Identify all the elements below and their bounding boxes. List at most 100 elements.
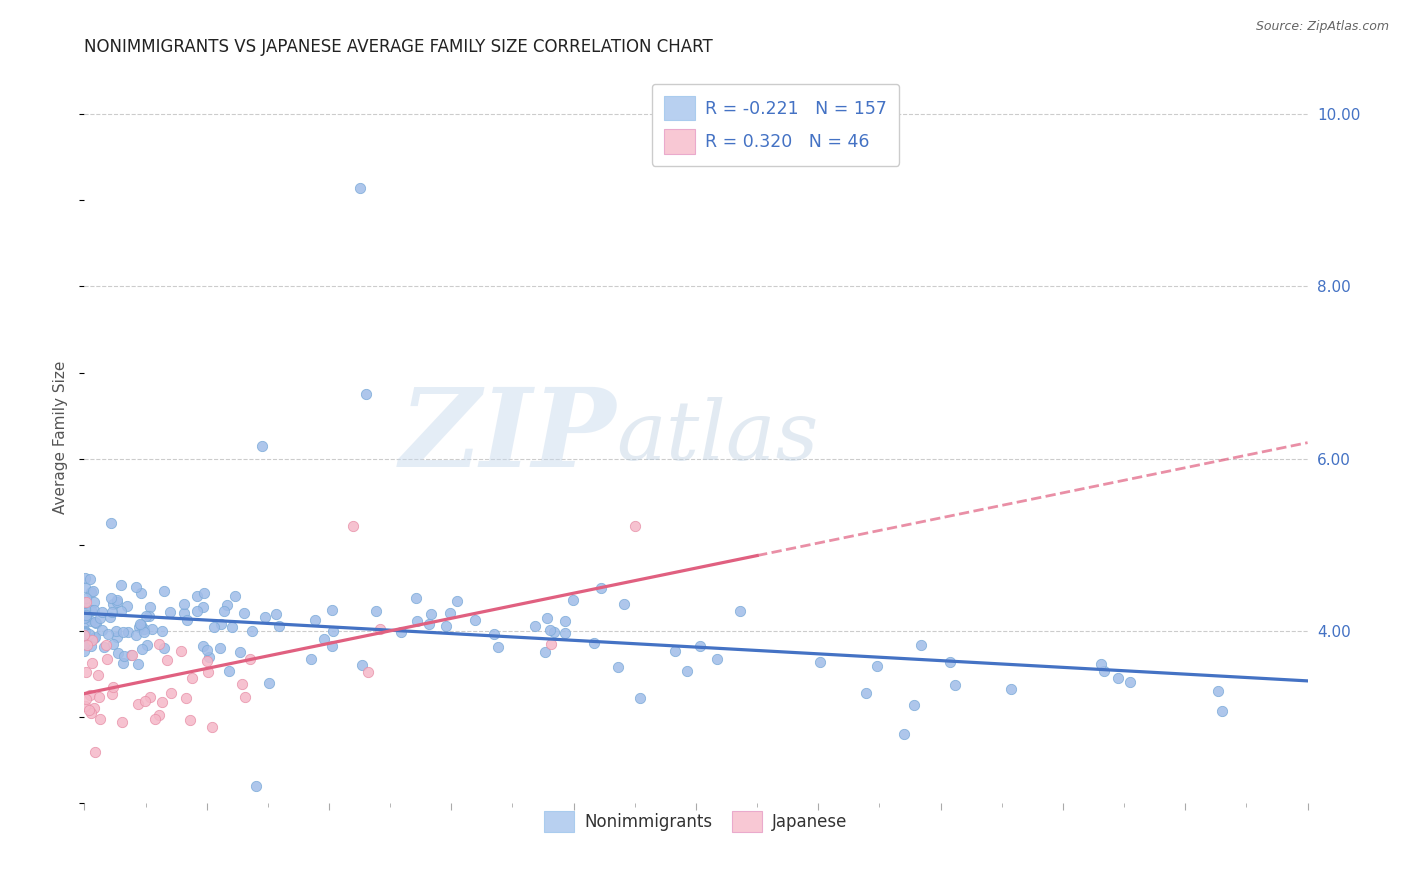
Point bbox=[134, 694, 156, 708]
Point bbox=[321, 602, 343, 616]
Point bbox=[229, 645, 252, 659]
Point bbox=[112, 649, 135, 664]
Point bbox=[212, 604, 235, 618]
Point bbox=[101, 681, 124, 695]
Point bbox=[368, 623, 391, 637]
Point bbox=[82, 633, 104, 648]
Point bbox=[156, 653, 179, 667]
Point bbox=[1094, 664, 1116, 678]
Point bbox=[110, 604, 132, 618]
Point bbox=[1211, 704, 1233, 718]
Point bbox=[77, 627, 100, 641]
Point bbox=[80, 614, 103, 628]
Point bbox=[129, 617, 152, 632]
Point bbox=[136, 638, 159, 652]
Point bbox=[101, 637, 124, 651]
Point bbox=[120, 648, 142, 662]
Point bbox=[354, 387, 377, 401]
Point bbox=[131, 641, 153, 656]
Point bbox=[110, 578, 132, 592]
Point bbox=[76, 632, 98, 647]
Point bbox=[84, 615, 107, 629]
Point bbox=[150, 624, 173, 639]
Point bbox=[134, 625, 156, 640]
Point bbox=[79, 572, 101, 586]
Point bbox=[127, 657, 149, 671]
Point bbox=[562, 593, 585, 607]
Point bbox=[543, 625, 565, 640]
Point bbox=[554, 614, 576, 628]
Point bbox=[75, 638, 97, 652]
Point bbox=[111, 714, 134, 729]
Point bbox=[583, 636, 606, 650]
Point bbox=[434, 618, 457, 632]
Point bbox=[96, 652, 118, 666]
Point bbox=[943, 678, 966, 692]
Point bbox=[482, 627, 505, 641]
Point bbox=[903, 698, 925, 712]
Point bbox=[349, 180, 371, 194]
Point bbox=[129, 616, 152, 631]
Point bbox=[589, 581, 612, 595]
Point bbox=[127, 697, 149, 711]
Point bbox=[253, 610, 276, 624]
Point bbox=[101, 687, 124, 701]
Point bbox=[554, 625, 576, 640]
Point bbox=[524, 619, 547, 633]
Point bbox=[730, 604, 752, 618]
Point bbox=[342, 518, 364, 533]
Point bbox=[83, 603, 105, 617]
Point bbox=[75, 624, 97, 639]
Point bbox=[73, 644, 96, 658]
Point bbox=[125, 627, 148, 641]
Point bbox=[364, 604, 387, 618]
Point bbox=[73, 637, 96, 651]
Point bbox=[218, 665, 240, 679]
Text: NONIMMIGRANTS VS JAPANESE AVERAGE FAMILY SIZE CORRELATION CHART: NONIMMIGRANTS VS JAPANESE AVERAGE FAMILY… bbox=[84, 38, 713, 56]
Point bbox=[153, 640, 176, 655]
Point bbox=[148, 637, 170, 651]
Point bbox=[201, 720, 224, 734]
Point bbox=[195, 654, 218, 668]
Point bbox=[80, 706, 103, 720]
Point bbox=[352, 658, 374, 673]
Point bbox=[486, 640, 509, 654]
Point bbox=[105, 595, 128, 609]
Point bbox=[233, 690, 256, 704]
Point bbox=[664, 644, 686, 658]
Point bbox=[89, 611, 111, 625]
Point bbox=[321, 639, 343, 653]
Text: ZIP: ZIP bbox=[399, 384, 616, 491]
Point bbox=[73, 602, 96, 616]
Point bbox=[176, 613, 198, 627]
Point bbox=[420, 607, 443, 621]
Point bbox=[145, 712, 167, 726]
Point bbox=[83, 595, 105, 609]
Point bbox=[75, 608, 97, 623]
Point bbox=[197, 650, 219, 665]
Point bbox=[105, 624, 128, 638]
Point bbox=[197, 665, 219, 679]
Point bbox=[540, 637, 562, 651]
Point bbox=[808, 655, 831, 669]
Point bbox=[676, 664, 699, 678]
Point bbox=[135, 609, 157, 624]
Point bbox=[267, 619, 290, 633]
Point bbox=[624, 518, 647, 533]
Point bbox=[139, 600, 162, 615]
Point bbox=[73, 626, 96, 640]
Point bbox=[314, 632, 336, 646]
Point bbox=[75, 594, 97, 608]
Point bbox=[105, 631, 128, 645]
Point bbox=[87, 668, 110, 682]
Point bbox=[1107, 672, 1129, 686]
Point bbox=[186, 589, 208, 603]
Point bbox=[1206, 684, 1229, 698]
Text: atlas: atlas bbox=[616, 397, 818, 477]
Point bbox=[87, 690, 110, 704]
Point bbox=[91, 623, 114, 637]
Point bbox=[117, 625, 139, 640]
Point bbox=[322, 624, 344, 638]
Point bbox=[176, 691, 198, 706]
Point bbox=[357, 665, 380, 679]
